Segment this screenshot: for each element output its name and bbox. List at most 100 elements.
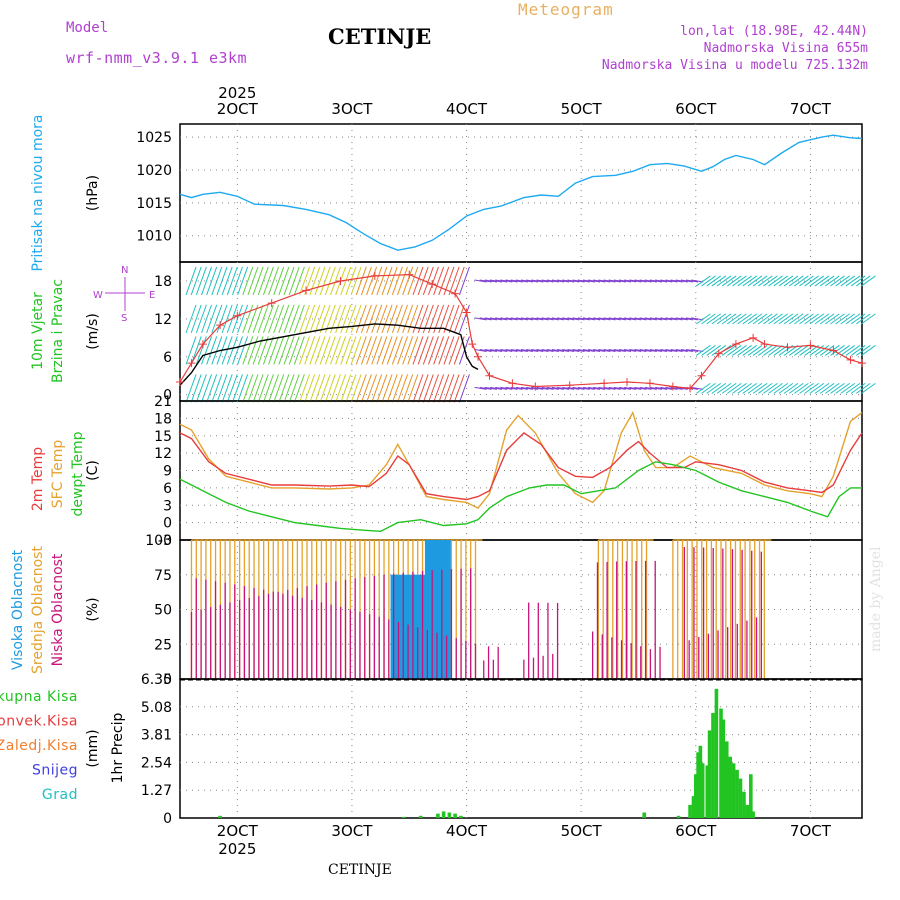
wind-arrow: [206, 374, 218, 403]
model-elevation: Nadmorska Visina u modelu 725.132m: [601, 58, 868, 73]
precip-bar: [745, 804, 750, 818]
wind-arrow: [649, 386, 663, 390]
wind-arrow: [257, 304, 269, 334]
wind-arrow: [526, 317, 539, 321]
model-name: wrf-nmm_v3.9.1 e3km: [66, 49, 248, 67]
wind-arrow: [273, 266, 285, 296]
wind-arrow: [257, 374, 269, 403]
wind-arrow: [546, 386, 559, 390]
wind-arrow: [185, 374, 197, 403]
wind-arrow: [324, 266, 336, 296]
wind-arrow: [644, 279, 657, 283]
wind-arrow: [397, 374, 408, 403]
wind-arrow: [386, 336, 398, 365]
wind-arrow: [794, 345, 809, 356]
wind-arrow: [582, 317, 595, 321]
panel-clouds: 0 25 50 75 100 (%) Visoka Oblacnost Srednja Obl…: [10, 533, 863, 688]
wind-arrow: [546, 317, 559, 321]
y-tick-label: 50: [154, 603, 172, 619]
wind-arrow: [794, 275, 809, 287]
wind-arrow: [773, 382, 789, 394]
wind-arrow: [830, 275, 845, 287]
wind-arrow: [778, 382, 794, 394]
compass-west: W: [93, 290, 103, 301]
wind-arrow: [577, 279, 590, 283]
wind-arrow: [448, 374, 460, 403]
wind-arrow: [500, 279, 513, 283]
wind-arrow: [768, 313, 783, 325]
panel-frame: [179, 123, 863, 263]
wind-arrow: [448, 266, 460, 296]
wind-arrow: [727, 345, 742, 356]
wind-arrow: [577, 317, 590, 321]
wind-arrow: [510, 348, 523, 352]
wind-arrow: [360, 374, 372, 403]
gust-marker: [468, 340, 477, 349]
precip-bar: [719, 708, 723, 818]
wind-arrow: [634, 317, 647, 321]
wind-arrow: [531, 386, 544, 390]
wind-arrow: [190, 374, 202, 403]
wind-arrow: [701, 313, 716, 325]
wind-arrow: [742, 345, 758, 356]
wind-arrow: [716, 275, 732, 287]
wind-arrow: [366, 336, 378, 365]
wind-vectors: [185, 266, 876, 403]
wind-arrow: [562, 348, 575, 352]
wind-arrow: [861, 313, 876, 325]
wind-arrow: [752, 313, 768, 325]
wind-arrow: [691, 279, 704, 283]
wind-arrow: [185, 336, 197, 365]
wind-arrow: [850, 275, 866, 287]
wind-arrow: [845, 275, 861, 287]
wind-arrow: [850, 382, 866, 394]
cloud-bar-high: [447, 540, 451, 679]
wind-arrow: [598, 348, 611, 352]
wind-arrow: [593, 279, 606, 283]
wind-arrow: [603, 386, 616, 390]
wind-arrow: [582, 386, 595, 390]
wind-arrow: [737, 345, 752, 356]
y-tick-label: 0: [163, 672, 172, 688]
wind-arrow: [788, 382, 804, 394]
time-tick-top: 5OCT: [561, 100, 603, 118]
wind-arrow: [381, 304, 393, 334]
wind-arrow: [262, 304, 274, 334]
wind-arrow: [242, 336, 254, 365]
wind-arrow: [314, 374, 326, 403]
wind-arrow: [278, 266, 290, 296]
wind-arrow: [293, 374, 305, 403]
wind-arrow: [216, 304, 228, 334]
wind-arrow: [386, 304, 398, 334]
wind-arrow: [386, 266, 398, 296]
wind-arrow: [732, 345, 747, 356]
wind-arrow: [598, 279, 611, 283]
panel-pressure: 1010 1015 1020 1025 (hPa) Pritisak na nivou m…: [30, 114, 863, 272]
compass-north: N: [121, 265, 128, 276]
precip-bar: [693, 774, 698, 818]
precip-legend-item: Grad: [42, 787, 78, 803]
wind-arrow: [603, 279, 616, 283]
wind-arrow: [783, 275, 799, 287]
gust-marker: [176, 378, 184, 387]
mid-cloud-label: Srednja Oblacnost: [30, 546, 46, 674]
wind-arrow: [526, 386, 539, 390]
wind-arrow: [443, 336, 455, 365]
wind-arrow: [371, 266, 383, 296]
precip-legend-item: Snijeg: [32, 763, 78, 779]
wind-arrow: [613, 317, 626, 321]
precip-bar: [688, 804, 692, 818]
wind-arrow: [247, 304, 259, 334]
wind-arrow: [809, 382, 825, 394]
wind-arrow: [293, 266, 305, 296]
wind-arrow: [505, 348, 518, 352]
wind-arrow: [252, 374, 264, 403]
time-tick-bottom: 5OCT: [561, 822, 603, 840]
wind-arrow: [500, 348, 513, 352]
precip-bar: [721, 719, 726, 818]
wind-arrow: [231, 374, 243, 403]
y-tick-label: 3: [163, 498, 172, 514]
wind-arrow: [335, 304, 347, 334]
series-wind-speed: [179, 323, 479, 386]
